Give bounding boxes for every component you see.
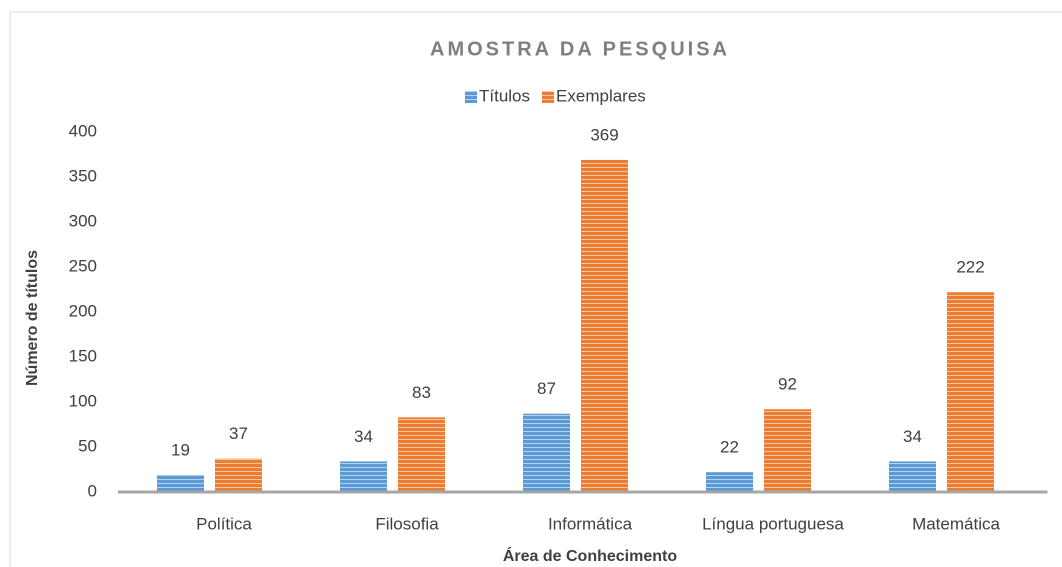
y-tick-label: 100 [69, 391, 97, 410]
y-tick-label: 200 [69, 301, 97, 320]
bar [157, 474, 204, 492]
x-tick-label: Informática [548, 514, 633, 533]
data-label: 34 [354, 427, 373, 446]
bar [947, 292, 994, 492]
y-tick-label: 0 [88, 481, 97, 500]
data-label: 37 [229, 424, 248, 443]
bar [398, 417, 445, 492]
y-tick-label: 400 [69, 121, 97, 140]
y-tick-label: 250 [69, 256, 97, 275]
y-axis-title: Número de títulos [24, 250, 41, 386]
legend-label: Exemplares [556, 86, 646, 105]
data-label: 34 [903, 427, 922, 446]
data-label: 369 [590, 125, 618, 144]
x-tick-label: Língua portuguesa [702, 514, 844, 533]
bar [340, 461, 387, 492]
data-label: 22 [720, 438, 739, 457]
data-label: 83 [412, 383, 431, 402]
y-tick-label: 350 [69, 166, 97, 185]
y-tick-label: 50 [78, 436, 97, 455]
chart-title: AMOSTRA DA PESQUISA [430, 38, 730, 60]
bar [889, 461, 936, 492]
bar [215, 458, 262, 492]
x-axis-title: Área de Conhecimento [503, 546, 677, 565]
y-tick-label: 300 [69, 211, 97, 230]
x-tick-label: Matemática [912, 514, 1000, 533]
data-label: 87 [537, 379, 556, 398]
legend-swatch [465, 91, 477, 103]
bar [581, 159, 628, 492]
x-tick-label: Filosofia [375, 514, 439, 533]
y-tick-label: 150 [69, 346, 97, 365]
bar [706, 472, 753, 492]
bar [523, 413, 570, 492]
data-label: 92 [778, 375, 797, 394]
data-label: 222 [956, 258, 984, 277]
legend-swatch [542, 91, 555, 103]
data-label: 19 [171, 440, 190, 459]
x-tick-label: Política [196, 514, 252, 533]
bar [764, 409, 811, 492]
legend-label: Títulos [479, 86, 530, 105]
